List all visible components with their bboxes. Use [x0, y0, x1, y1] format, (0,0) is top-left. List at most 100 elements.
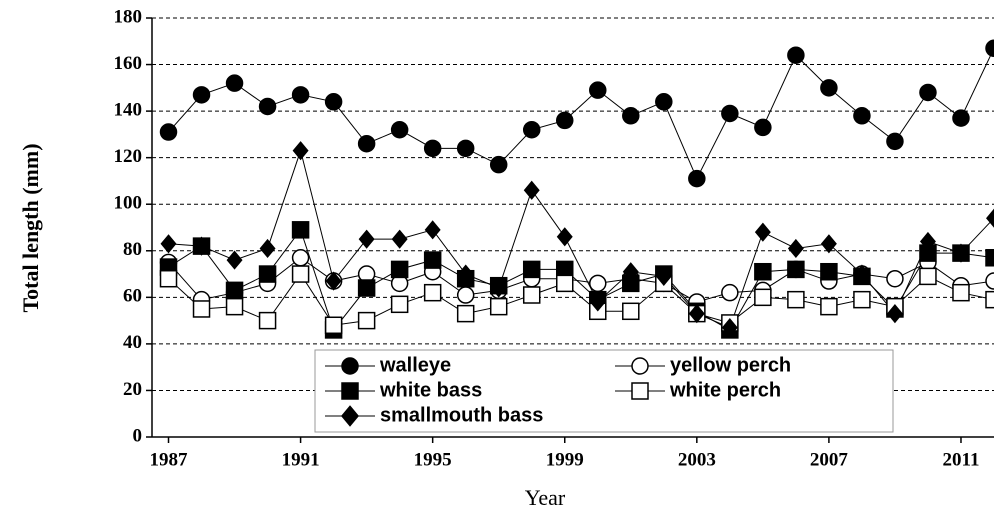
axes: 0 20 40 60 80 100 120 140 160 180 1987 1991 1995 1999…: [114, 6, 994, 470]
data-point: [820, 79, 838, 97]
data-point: [291, 86, 310, 104]
data-point: [886, 269, 904, 288]
data-point: [853, 264, 870, 284]
data-point: [292, 141, 309, 161]
legend-marker: [631, 382, 649, 400]
y-tick-label: 40: [123, 332, 142, 353]
data-point: [258, 97, 277, 116]
data-point: [787, 46, 805, 64]
legend-label: yellow perch: [670, 354, 791, 376]
data-point: [522, 260, 541, 279]
y-tick-label: 140: [114, 99, 143, 120]
data-point: [456, 286, 475, 304]
data-point: [423, 251, 442, 269]
data-point: [886, 304, 903, 324]
y-tick-label: 100: [114, 193, 143, 214]
data-point: [225, 281, 244, 300]
legend-label: white perch: [669, 379, 781, 401]
legend-label: smallmouth bass: [380, 404, 543, 426]
data-point: [986, 208, 994, 228]
y-tick-label: 0: [133, 425, 143, 446]
data-point: [853, 290, 871, 309]
data-point: [820, 297, 838, 316]
data-point: [952, 109, 970, 127]
data-point: [787, 260, 805, 279]
data-point: [258, 265, 277, 283]
x-tick-label: 1995: [414, 449, 452, 470]
data-point: [555, 111, 574, 130]
legend-marker: [341, 382, 359, 400]
y-tick-label: 20: [123, 379, 142, 400]
data-point: [489, 155, 508, 174]
data-point: [820, 262, 838, 281]
data-point: [456, 304, 475, 323]
data-point: [688, 169, 706, 188]
y-axis-title: Total length (mm): [18, 143, 43, 312]
data-point: [820, 234, 837, 254]
x-tick-label: 1991: [282, 449, 320, 470]
data-point: [192, 300, 211, 318]
legend-marker: [631, 357, 649, 375]
y-tick-label: 80: [123, 239, 142, 260]
data-point: [291, 265, 310, 283]
data-point: [489, 297, 508, 316]
data-point: [291, 249, 310, 267]
data-point: [325, 271, 342, 291]
data-point: [424, 220, 441, 240]
data-point: [390, 260, 409, 279]
data-point: [985, 249, 994, 267]
data-point: [391, 229, 408, 249]
data-point: [721, 318, 738, 338]
x-axis-title: Year: [525, 485, 566, 510]
data-point: [258, 311, 277, 330]
data-point: [457, 264, 474, 284]
data-point: [160, 234, 177, 254]
data-point: [225, 74, 244, 92]
data-point: [655, 93, 673, 111]
data-point: [721, 104, 739, 123]
data-point: [291, 221, 310, 239]
data-point: [688, 304, 705, 324]
data-point: [985, 272, 994, 290]
data-point: [159, 123, 178, 141]
data-point: [225, 297, 244, 316]
data-point: [985, 39, 994, 58]
data-point: [721, 283, 739, 302]
legend: walleye yellow perch white bass white perch…: [314, 349, 894, 433]
data-point: [358, 229, 375, 249]
data-point: [522, 120, 541, 139]
data-point: [357, 279, 376, 297]
legend-box: [314, 349, 894, 433]
data-point: [556, 227, 573, 247]
x-tick-label: 2007: [810, 449, 849, 470]
data-point: [754, 118, 772, 137]
data-point: [622, 262, 639, 282]
legend-label: white bass: [379, 379, 482, 401]
data-point: [226, 250, 243, 270]
data-point: [423, 139, 442, 158]
grid: [152, 17, 994, 391]
data-point: [853, 107, 871, 125]
data-point: [522, 286, 541, 304]
data-point: [390, 295, 409, 314]
data-point: [886, 132, 904, 151]
data-point: [589, 81, 607, 99]
data-point: [985, 290, 994, 309]
data-point: [787, 290, 805, 309]
x-tick-label: 2003: [678, 449, 716, 470]
data-point: [490, 278, 507, 298]
data-point: [787, 238, 804, 259]
data-point: [589, 274, 607, 293]
data-point: [919, 83, 937, 102]
data-point: [324, 316, 343, 335]
legend-marker: [341, 405, 359, 427]
data-point: [754, 222, 771, 242]
data-point: [259, 238, 276, 259]
data-point: [456, 139, 475, 158]
data-point: [193, 236, 210, 256]
y-tick-label: 60: [123, 286, 142, 307]
y-tick-label: 180: [114, 6, 143, 27]
data-point: [555, 274, 574, 293]
x-tick-label: 1987: [150, 449, 189, 470]
